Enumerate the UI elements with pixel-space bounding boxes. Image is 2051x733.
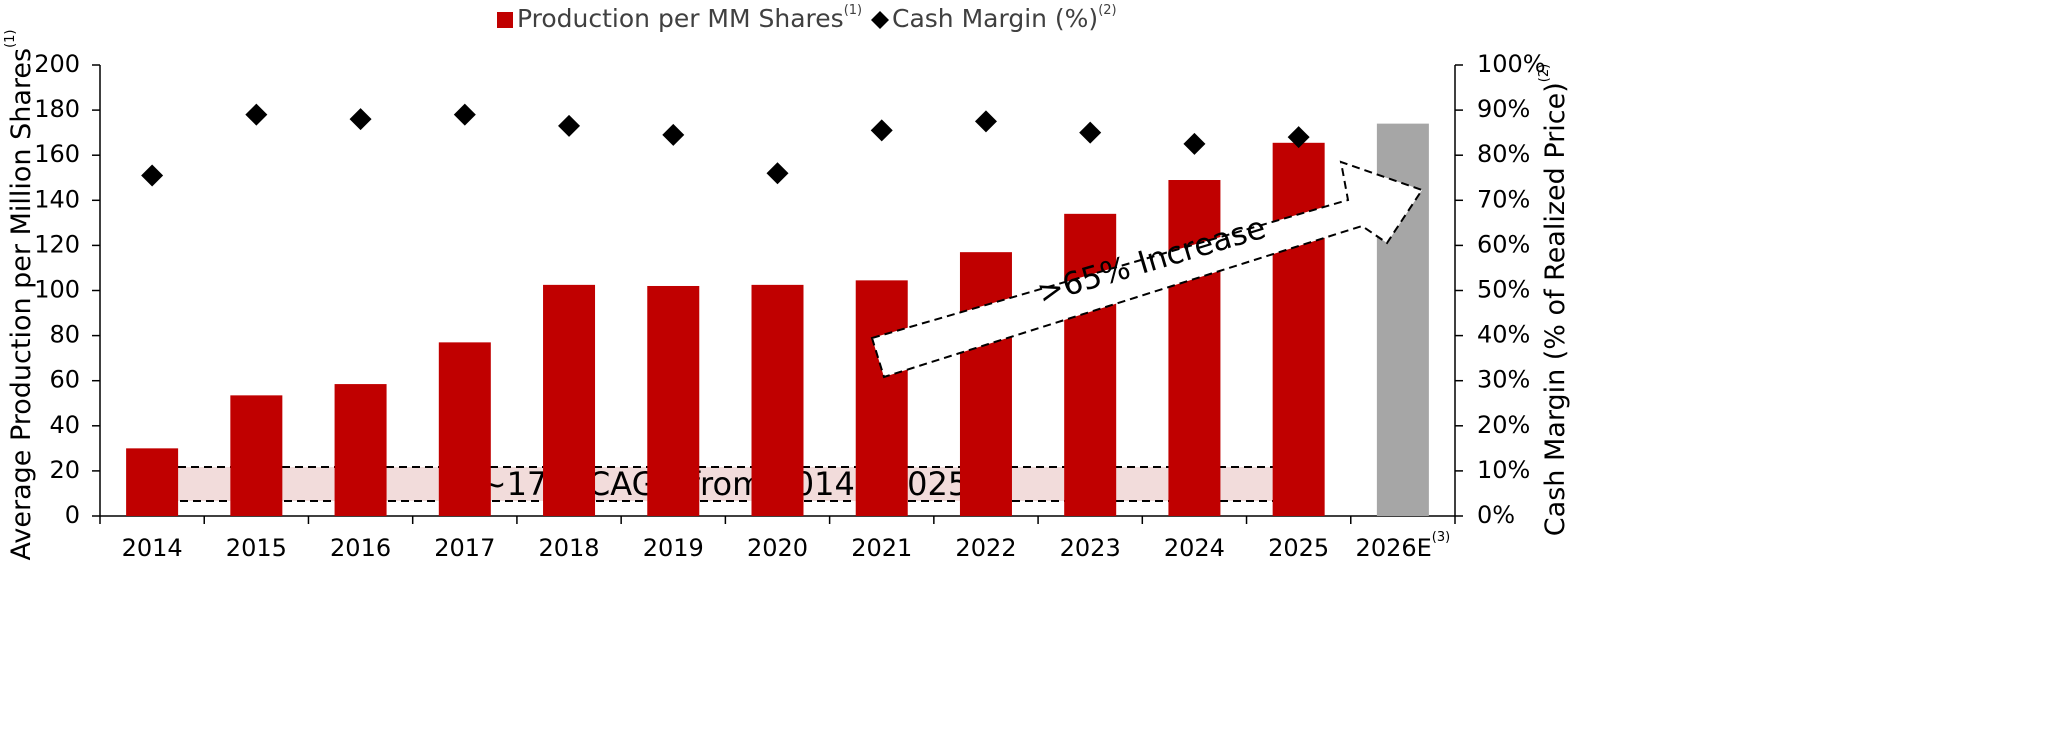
- y2-axis-title-superscript: (2): [1537, 64, 1552, 82]
- y-tick-label: 100: [34, 276, 80, 304]
- x-tick-text: 2016: [330, 534, 391, 562]
- y2-tick-label: 60%: [1477, 230, 1530, 258]
- legend-superscript: (2): [1098, 3, 1116, 18]
- y2-tick-label: 20%: [1477, 411, 1530, 439]
- y-tick-label: 60: [49, 366, 80, 394]
- x-tick-label: 2023: [1060, 534, 1121, 562]
- x-tick-label: 2019: [643, 534, 704, 562]
- marker: [141, 164, 164, 187]
- marker: [1079, 121, 1102, 144]
- x-tick-label: 2020: [747, 534, 808, 562]
- y-tick-label: 200: [34, 50, 80, 78]
- bar: [126, 448, 179, 516]
- bar: [751, 284, 804, 516]
- legend-swatch: [871, 11, 889, 29]
- y-tick-label: 120: [34, 230, 80, 258]
- y-tick-label: 40: [49, 411, 80, 439]
- y-tick-label: 140: [34, 185, 80, 213]
- marker: [662, 123, 685, 146]
- bar: [959, 252, 1012, 517]
- x-tick-text: 2019: [643, 534, 704, 562]
- marker: [870, 119, 893, 142]
- x-tick-text: 2024: [1164, 534, 1225, 562]
- x-tick-label: 2026E(3): [1356, 530, 1451, 563]
- x-tick-text: 2021: [851, 534, 912, 562]
- y-tick-label: 20: [49, 456, 80, 484]
- x-tick-label: 2017: [434, 534, 495, 562]
- x-tick-text: 2022: [955, 534, 1016, 562]
- y-axis-title-text: Average Production per Million Shares: [6, 48, 37, 561]
- x-tick-text: 2017: [434, 534, 495, 562]
- marker: [349, 108, 372, 131]
- x-tick-label: 2022: [955, 534, 1016, 562]
- legend-label: Production per MM Shares(1): [517, 3, 862, 34]
- bar: [1168, 180, 1221, 516]
- marker: [1287, 126, 1310, 149]
- y2-tick-label: 90%: [1477, 95, 1530, 123]
- y2-tick-label: 50%: [1477, 276, 1530, 304]
- x-tick-label: 2021: [851, 534, 912, 562]
- x-tick-label: 2025: [1268, 534, 1329, 562]
- x-tick-label: 2015: [226, 534, 287, 562]
- y2-tick-label: 40%: [1477, 321, 1530, 349]
- y2-tick-label: 70%: [1477, 185, 1530, 213]
- marker: [558, 114, 581, 137]
- y-tick-label: 80: [49, 321, 80, 349]
- y2-tick-label: 10%: [1477, 456, 1530, 484]
- bar: [438, 342, 491, 516]
- y2-axis-title-text: Cash Margin (% of Realized Price): [1540, 82, 1571, 536]
- x-tick-text: 2025: [1268, 534, 1329, 562]
- legend-superscript: (1): [844, 3, 862, 18]
- x-tick-superscript: (3): [1432, 530, 1450, 545]
- x-tick-label: 2014: [122, 534, 183, 562]
- legend-swatch: [497, 12, 513, 28]
- x-tick-label: 2024: [1164, 534, 1225, 562]
- bar: [230, 395, 283, 516]
- y-tick-label: 180: [34, 95, 80, 123]
- marker: [453, 103, 476, 126]
- x-tick-text: 2018: [538, 534, 599, 562]
- bar: [334, 384, 387, 516]
- bar: [855, 280, 908, 516]
- bar: [1272, 142, 1325, 517]
- y2-tick-label: 80%: [1477, 140, 1530, 168]
- x-tick-text: 2026E: [1356, 534, 1432, 562]
- bar: [1064, 213, 1117, 516]
- bar: [647, 285, 700, 516]
- y2-axis-title: Cash Margin (% of Realized Price)(2): [1537, 64, 1571, 536]
- marker: [766, 162, 789, 185]
- increase-arrow: [870, 160, 1424, 379]
- y-tick-label: 160: [34, 140, 80, 168]
- bar: [543, 284, 596, 516]
- y2-tick-label: 100%: [1477, 50, 1546, 78]
- marker: [245, 103, 268, 126]
- legend-label: Cash Margin (%)(2): [892, 3, 1117, 34]
- y-axis-title-superscript: (1): [3, 29, 18, 47]
- marker: [1183, 132, 1206, 155]
- x-tick-label: 2016: [330, 534, 391, 562]
- legend-text: Cash Margin (%): [892, 4, 1098, 33]
- x-tick-text: 2023: [1060, 534, 1121, 562]
- y2-tick-label: 0%: [1477, 501, 1515, 529]
- y2-tick-label: 30%: [1477, 366, 1530, 394]
- x-tick-text: 2014: [122, 534, 183, 562]
- legend-text: Production per MM Shares: [517, 4, 844, 33]
- x-tick-label: 2018: [538, 534, 599, 562]
- marker: [974, 110, 997, 133]
- y-axis-title: Average Production per Million Shares(1): [3, 29, 37, 560]
- y-tick-label: 0: [65, 501, 80, 529]
- x-tick-text: 2015: [226, 534, 287, 562]
- x-tick-text: 2020: [747, 534, 808, 562]
